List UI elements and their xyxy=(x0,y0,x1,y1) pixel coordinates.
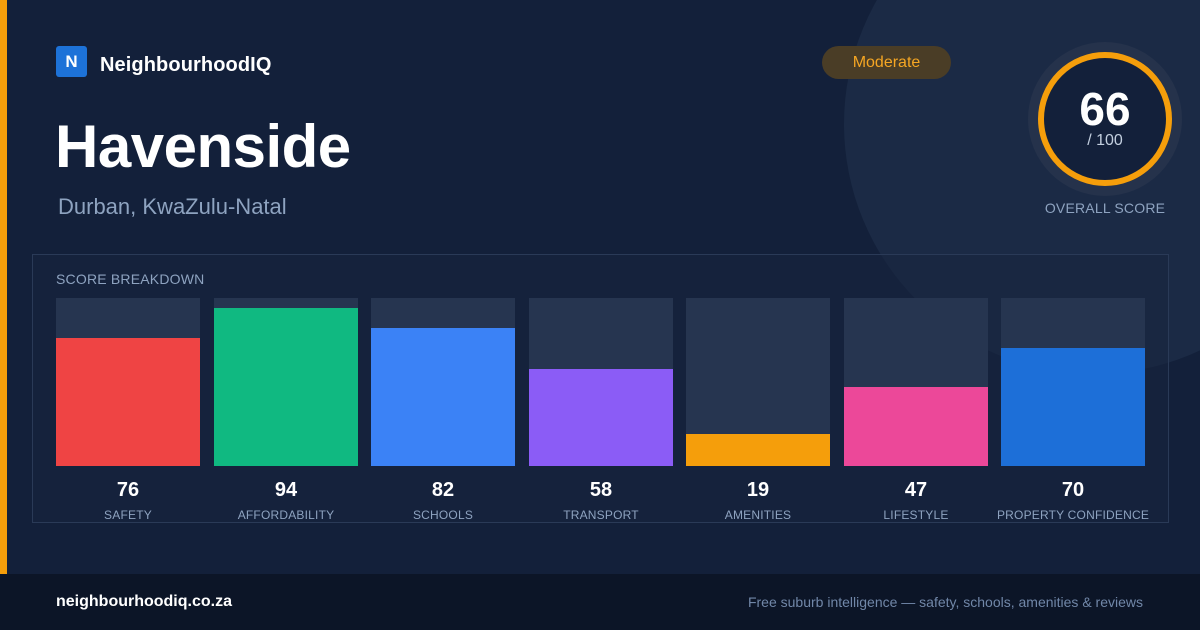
overall-score-value: 66 xyxy=(1079,83,1131,135)
bar-3 xyxy=(529,368,673,466)
brand-name: NeighbourhoodIQ xyxy=(100,54,272,76)
bar-label-6: PROPERTY CONFIDENCE xyxy=(996,508,1150,522)
brand: N NeighbourhoodIQ xyxy=(56,46,271,77)
place-title: Havenside xyxy=(55,113,351,180)
bar-label-4: AMENITIES xyxy=(724,508,792,522)
bar-1 xyxy=(214,308,358,466)
accent-stripe xyxy=(0,0,7,574)
score-ring-graphic xyxy=(1038,52,1172,186)
bar-label-3: TRANSPORT xyxy=(563,508,639,522)
bar-2 xyxy=(371,328,515,466)
brand-logo-icon: N xyxy=(56,46,87,77)
footer-tagline: Free suburb intelligence — safety, schoo… xyxy=(747,594,1143,610)
bar-label-5: LIFESTYLE xyxy=(883,508,949,522)
score-ring-arc xyxy=(1038,52,1172,186)
overall-score-caption: OVERALL SCORE xyxy=(1044,200,1166,216)
bar-track-0 xyxy=(56,298,200,466)
bar-label-0: SAFETY xyxy=(104,508,152,522)
bar-6 xyxy=(1001,348,1145,466)
overall-score-ring xyxy=(1028,42,1182,196)
bar-value-5: 47 xyxy=(904,479,928,501)
bar-value-0: 76 xyxy=(116,479,140,501)
place-location: Durban, KwaZulu-Natal xyxy=(58,194,287,219)
score-breakdown-title: SCORE BREAKDOWN xyxy=(56,271,205,287)
bar-track-6 xyxy=(1001,298,1145,466)
footer-url: neighbourhoodiq.co.za xyxy=(56,593,232,610)
rating-badge: Moderate xyxy=(822,46,951,79)
bar-5 xyxy=(844,387,988,466)
bar-track-5 xyxy=(844,298,988,466)
bar-track-4 xyxy=(686,298,830,466)
bar-label-1: AFFORDABILITY xyxy=(237,508,335,522)
overall-score-max: / 100 xyxy=(1087,132,1123,149)
footer xyxy=(0,574,1200,630)
bar-value-6: 70 xyxy=(1061,479,1085,501)
bar-value-2: 82 xyxy=(431,479,455,501)
bar-value-4: 19 xyxy=(746,479,770,501)
score-ring-inner xyxy=(1041,55,1169,183)
bar-label-2: SCHOOLS xyxy=(412,508,474,522)
bar-4 xyxy=(686,434,830,466)
bar-track-3 xyxy=(529,298,673,466)
bar-0 xyxy=(56,338,200,466)
bar-value-1: 94 xyxy=(274,479,298,501)
bar-track-2 xyxy=(371,298,515,466)
bar-value-3: 58 xyxy=(589,479,613,501)
bar-track-1 xyxy=(214,298,358,466)
